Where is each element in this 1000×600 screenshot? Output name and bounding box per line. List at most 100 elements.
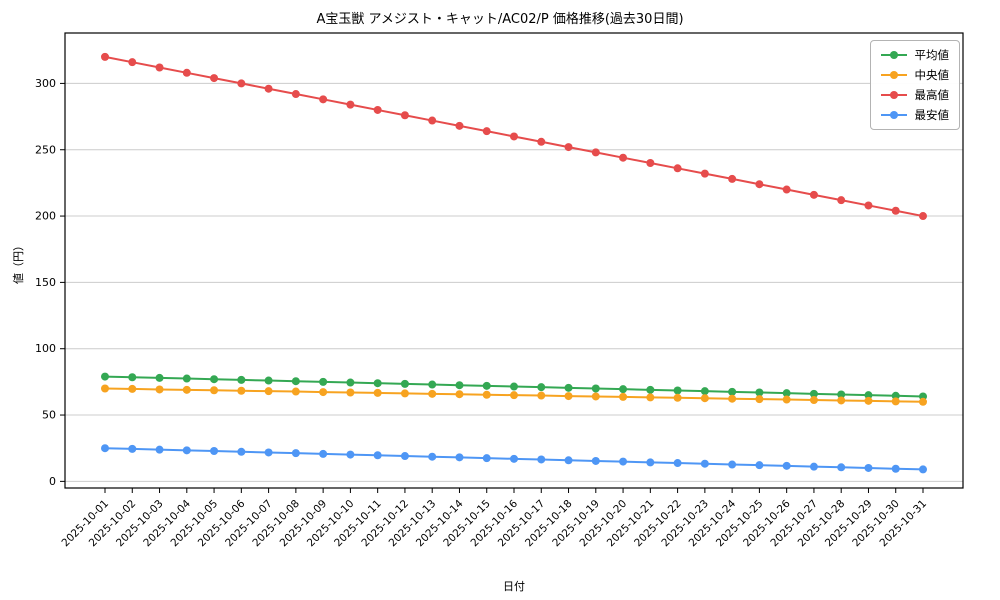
y-axis-label: 値（円） [12, 240, 25, 284]
data-point-marker [373, 105, 382, 114]
data-point-marker [319, 388, 328, 397]
data-point-marker [128, 444, 137, 453]
data-point-marker [782, 461, 791, 470]
data-point-marker [428, 116, 437, 125]
data-point-marker [891, 391, 900, 400]
data-point-marker [837, 396, 846, 405]
legend-label-average: 平均値 [914, 48, 950, 62]
data-point-marker [891, 397, 900, 406]
data-point-marker [237, 447, 246, 456]
y-tick-label: 300 [35, 77, 56, 90]
data-point-marker [755, 180, 764, 189]
data-point-marker [428, 380, 437, 389]
data-point-marker [809, 190, 818, 199]
data-point-marker [128, 373, 137, 382]
data-point-marker [210, 375, 219, 384]
data-point-marker [564, 392, 573, 401]
data-point-marker [128, 58, 137, 67]
data-point-marker [864, 391, 873, 400]
legend-label-min: 最安値 [914, 108, 950, 122]
data-point-marker [428, 389, 437, 398]
data-point-marker [264, 387, 273, 396]
legend-marker-icon [889, 71, 898, 79]
legend-item-median: 中央値 [880, 68, 949, 82]
data-point-marker [482, 381, 491, 390]
data-point-marker [755, 388, 764, 397]
data-point-marker [291, 387, 300, 396]
data-point-marker [700, 169, 709, 178]
data-point-marker [101, 384, 109, 393]
data-point-marker [646, 159, 655, 167]
data-point-marker [237, 79, 246, 88]
data-point-marker [373, 388, 382, 397]
legend-swatch-max [880, 91, 907, 99]
data-point-marker [782, 389, 791, 398]
data-point-marker [619, 392, 628, 401]
data-point-marker [400, 111, 409, 120]
data-point-marker [291, 90, 300, 99]
data-point-marker [673, 386, 682, 395]
data-point-marker [837, 390, 846, 399]
data-point-marker [673, 164, 682, 173]
data-point-marker [891, 464, 900, 473]
data-point-marker [782, 185, 791, 194]
data-point-marker [455, 121, 464, 130]
data-point-marker [673, 393, 682, 402]
x-axis-label: 日付 [503, 580, 525, 593]
data-point-marker [564, 456, 573, 465]
data-point-marker [619, 457, 628, 466]
data-point-marker [291, 449, 300, 458]
data-point-marker [591, 384, 600, 393]
data-point-marker [455, 390, 464, 399]
data-point-marker [864, 463, 873, 472]
data-point-marker [837, 463, 846, 472]
data-point-marker [891, 206, 900, 215]
data-point-marker [210, 446, 219, 455]
data-point-marker [510, 132, 518, 141]
data-point-marker [728, 460, 737, 469]
data-point-marker [837, 196, 846, 205]
data-point-marker [237, 386, 246, 395]
data-point-marker [619, 153, 628, 162]
data-point-marker [346, 100, 355, 109]
data-point-marker [510, 382, 518, 391]
y-tick-label: 50 [42, 409, 56, 422]
data-point-marker [619, 385, 628, 394]
data-point-marker [264, 448, 273, 457]
data-point-marker [646, 385, 655, 394]
legend-swatch-average [880, 51, 907, 59]
data-point-marker [482, 127, 491, 136]
data-point-marker [728, 394, 737, 403]
data-point-marker [182, 68, 191, 77]
data-point-marker [319, 377, 328, 386]
data-point-marker [400, 389, 409, 398]
legend-item-min: 最安値 [880, 108, 950, 122]
legend: 平均値 中央値 最高値 最安値 [869, 40, 960, 130]
y-tick-label: 250 [35, 143, 56, 156]
data-point-marker [755, 461, 764, 470]
data-point-marker [755, 395, 764, 404]
data-point-marker [400, 379, 409, 388]
data-point-marker [101, 372, 109, 381]
data-point-marker [564, 383, 573, 392]
data-point-marker [591, 456, 600, 465]
data-point-marker [428, 452, 437, 461]
legend-item-average: 平均値 [880, 48, 950, 62]
data-point-marker [182, 385, 191, 394]
data-point-marker [510, 454, 518, 463]
legend-label-max: 最高値 [914, 88, 950, 102]
data-point-marker [809, 396, 818, 405]
data-point-marker [482, 454, 491, 463]
data-point-marker [537, 455, 546, 464]
data-point-marker [700, 387, 709, 396]
data-point-marker [591, 148, 600, 157]
data-point-marker [809, 389, 818, 398]
data-point-marker [155, 63, 164, 72]
data-point-marker [400, 452, 409, 461]
data-point-marker [155, 373, 164, 382]
data-point-marker [346, 388, 355, 397]
y-tick-label: 150 [35, 276, 56, 289]
data-point-marker [182, 374, 191, 383]
